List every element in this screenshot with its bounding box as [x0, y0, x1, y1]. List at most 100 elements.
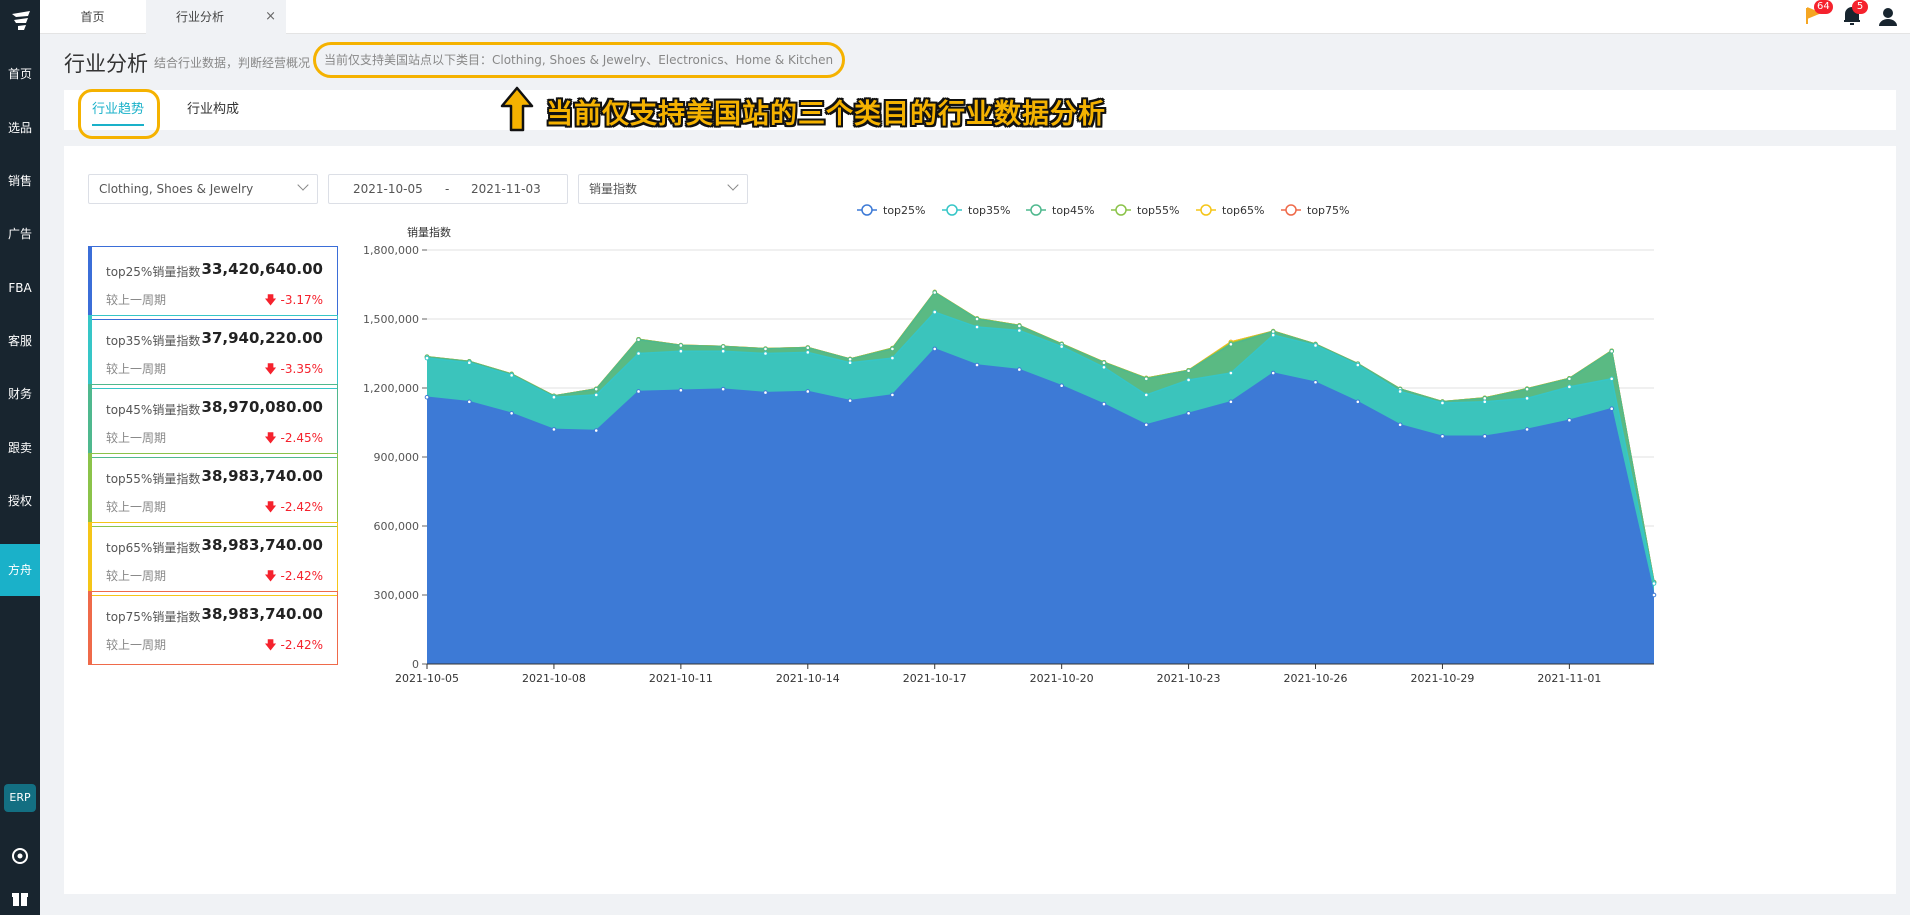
sidebar-item-sales[interactable]: 销售: [7, 174, 32, 188]
y-tick-label: 0: [412, 658, 419, 671]
card-label: top75%销量指数: [106, 610, 201, 624]
card-value: 37,940,220.00: [201, 329, 323, 347]
card-compare-label: 较上一周期: [106, 293, 167, 307]
x-tick-label: 2021-10-17: [903, 672, 967, 685]
data-point-top35%: [763, 351, 768, 356]
card-change: 🡇 -2.42%: [264, 569, 323, 583]
data-point-top35%: [932, 309, 938, 315]
y-tick-label: 900,000: [374, 451, 420, 464]
arrow-down-icon: 🡇: [264, 431, 277, 445]
data-point-top35%: [1270, 332, 1276, 338]
legend-marker: [1200, 204, 1212, 216]
data-point-top35%: [890, 355, 895, 361]
sidebar-item-auth[interactable]: 授权: [7, 494, 32, 508]
data-point-top25%: [1567, 417, 1572, 423]
sidebar-item-fba[interactable]: FBA: [8, 281, 32, 295]
date-range-picker[interactable]: 2021-10-05 - 2021-11-03: [328, 174, 568, 204]
data-point-top25%: [551, 427, 557, 432]
arrow-down-icon: 🡇: [264, 362, 277, 376]
user-avatar[interactable]: [1876, 4, 1900, 28]
data-point-top25%: [1524, 427, 1530, 432]
data-point-top25%: [932, 346, 938, 352]
data-point-top25%: [1186, 411, 1191, 416]
close-icon[interactable]: ×: [265, 9, 276, 24]
card-compare-label: 较上一周期: [106, 431, 167, 445]
gift-icon[interactable]: [10, 888, 30, 908]
data-point-top45%: [1186, 368, 1191, 374]
card-change: 🡇 -2.45%: [264, 431, 323, 445]
card-value: 33,420,640.00: [201, 260, 323, 278]
metric-card[interactable]: top75%销量指数 38,983,740.00 较上一周期 🡇 -2.42%: [88, 591, 338, 665]
sidebar-item-home[interactable]: 首页: [7, 67, 32, 81]
data-point-top45%: [720, 344, 726, 349]
data-point-top25%: [1397, 422, 1403, 428]
tab-industry-analysis[interactable]: 行业分析 ×: [146, 0, 286, 34]
data-point-top35%: [509, 373, 514, 378]
arrow-down-icon: 🡇: [264, 293, 277, 307]
tab-home[interactable]: 首页: [80, 10, 105, 24]
data-point-top25%: [509, 411, 514, 416]
card-value: 38,983,740.00: [201, 536, 323, 554]
bell-notification[interactable]: 5: [1840, 0, 1868, 28]
logo-icon[interactable]: [8, 8, 34, 34]
legend-label: top35%: [968, 204, 1010, 217]
data-point-top35%: [1397, 389, 1403, 394]
data-point-top35%: [678, 348, 684, 354]
data-point-top25%: [1440, 434, 1445, 439]
support-icon[interactable]: [10, 846, 30, 866]
card-compare-label: 较上一周期: [106, 569, 167, 583]
x-tick-label: 2021-10-26: [1284, 672, 1348, 685]
sidebar-item-ark[interactable]: 方舟: [0, 544, 40, 596]
date-separator: -: [445, 182, 450, 196]
card-label: top35%销量指数: [106, 334, 201, 348]
data-point-top25%: [805, 389, 811, 394]
page-title: 行业分析: [64, 52, 148, 76]
flag-notification[interactable]: 64: [1802, 0, 1833, 28]
data-point-top45%: [1017, 323, 1022, 329]
metric-card[interactable]: top55%销量指数 38,983,740.00 较上一周期 🡇 -2.42%: [88, 453, 338, 527]
data-point-top45%: [763, 346, 768, 352]
data-point-top45%: [1101, 360, 1107, 365]
series-line-top45%: [426, 291, 1655, 583]
data-point-top25%: [678, 388, 684, 393]
data-point-top35%: [1440, 400, 1445, 406]
data-point-top45%: [932, 290, 938, 295]
data-point-top35%: [1313, 343, 1318, 348]
sidebar-item-follow[interactable]: 跟卖: [7, 441, 32, 455]
legend-marker: [946, 204, 958, 216]
card-compare-label: 较上一周期: [106, 500, 167, 514]
data-point-top25%: [1059, 383, 1064, 388]
data-point-top45%: [1143, 376, 1149, 382]
data-point-top35%: [720, 348, 726, 354]
data-point-top25%: [424, 394, 430, 400]
data-point-top25%: [1482, 434, 1488, 439]
data-point-top25%: [1609, 406, 1614, 412]
tab-industry-composition[interactable]: 行业构成: [187, 102, 240, 117]
metric-card[interactable]: top25%销量指数 33,420,640.00 较上一周期 🡇 -3.17%: [88, 246, 338, 320]
data-point-top35%: [636, 351, 641, 356]
card-value: 38,983,740.00: [201, 467, 323, 485]
metric-card[interactable]: top65%销量指数 38,983,740.00 较上一周期 🡇 -2.42%: [88, 522, 338, 596]
metric-card[interactable]: top35%销量指数 37,940,220.00 较上一周期 🡇 -3.35%: [88, 315, 338, 389]
sidebar-item-service[interactable]: 客服: [7, 334, 32, 348]
sidebar-item-finance[interactable]: 财务: [7, 387, 32, 401]
data-point-top25%: [1313, 379, 1318, 385]
date-start[interactable]: 2021-10-05: [353, 182, 423, 196]
series-line-top25%: [426, 348, 1655, 596]
metric-card[interactable]: top45%销量指数 38,970,080.00 较上一周期 🡇 -2.45%: [88, 384, 338, 458]
data-point-top45%: [974, 316, 980, 322]
card-label: top45%销量指数: [106, 403, 201, 417]
flag-badge: 64: [1814, 0, 1833, 14]
metric-select[interactable]: 销量指数: [578, 174, 748, 204]
sidebar-item-ads[interactable]: 广告: [7, 227, 32, 241]
trend-chart: 0 300,000 600,000 900,000 1,200,000 1,500,000…: [363, 204, 1657, 685]
trend-panel: Clothing, Shoes & Jewelry 2021-10-05 - 2…: [64, 146, 1896, 894]
data-point-top35%: [847, 360, 853, 365]
tab-industry-trend[interactable]: 行业趋势: [92, 90, 145, 130]
category-select[interactable]: Clothing, Shoes & Jewelry: [88, 174, 318, 204]
legend-marker: [1115, 204, 1127, 216]
date-end[interactable]: 2021-11-03: [471, 182, 541, 196]
erp-button[interactable]: ERP: [4, 784, 36, 812]
sidebar-item-selection[interactable]: 选品: [7, 121, 32, 135]
y-tick-label: 1,500,000: [363, 313, 419, 326]
